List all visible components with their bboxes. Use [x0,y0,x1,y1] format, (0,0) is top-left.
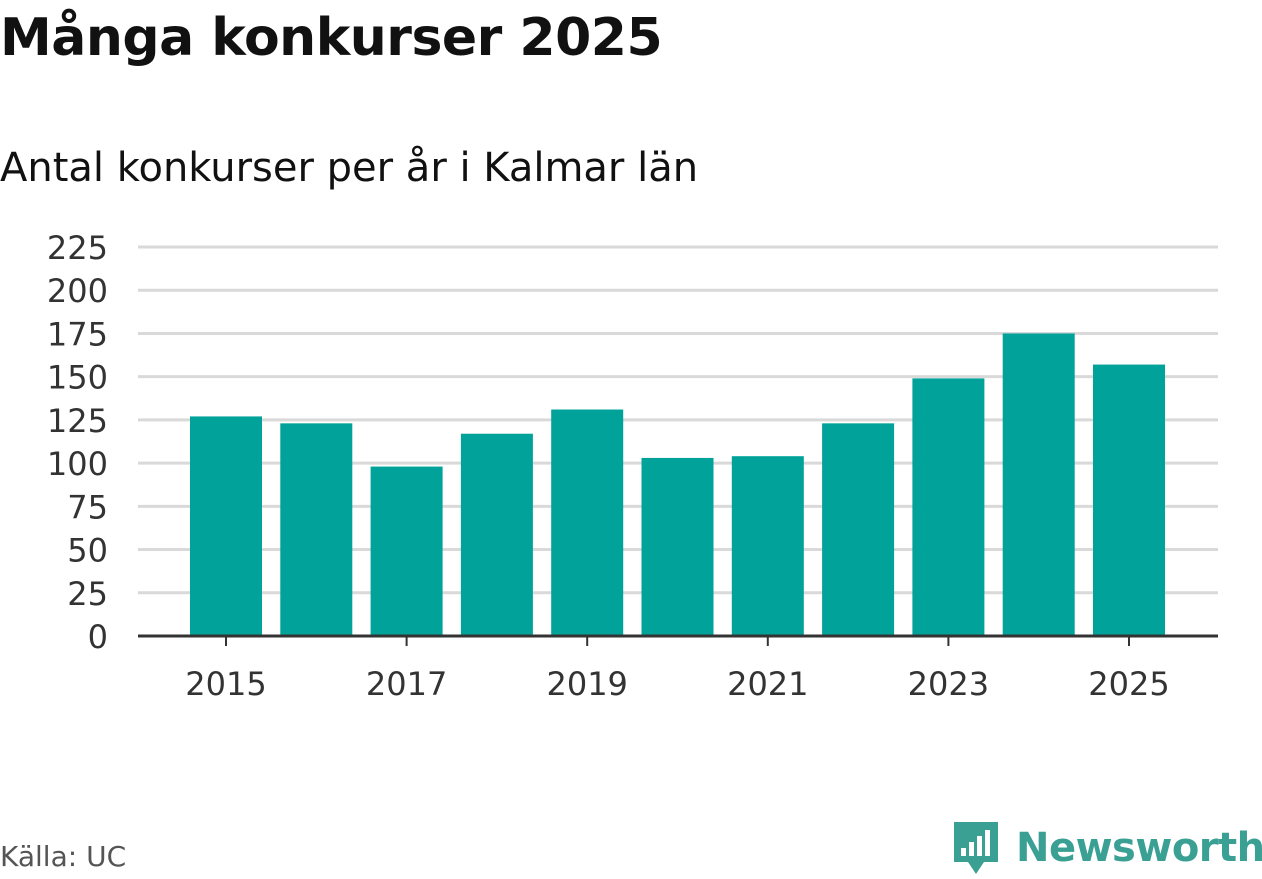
x-tick-label: 2019 [546,665,627,703]
y-tick-label: 225 [47,229,108,267]
bar-2020 [641,457,714,636]
y-tick-label: 125 [47,402,108,440]
y-tick-label: 25 [67,575,108,613]
y-axis-ticks: 0 25 50 75 100 125 150 175 200 225 [47,229,108,656]
bar-2018 [460,433,533,636]
chart-subtitle: Antal konkurser per år i Kalmar län [0,145,699,191]
newsworthy-logo-icon [954,822,998,874]
y-tick-label: 0 [88,618,108,656]
y-tick-label: 75 [67,488,108,526]
brand-name: Newsworthy [1016,825,1262,871]
bar-2022 [822,423,895,636]
bar-2024 [1002,333,1075,636]
source-note: Källa: UC [0,840,127,873]
x-tick-label: 2017 [366,665,447,703]
bars [190,333,1165,636]
x-tick-label: 2023 [908,665,989,703]
y-tick-label: 175 [47,315,108,353]
x-axis-ticks: 2015 2017 2019 2021 2023 2025 [185,636,1170,703]
bar-2016 [280,423,353,636]
y-tick-label: 100 [47,445,108,483]
bar-2019 [551,409,624,636]
bar-2025 [1093,364,1165,636]
x-tick-label: 2015 [185,665,266,703]
x-tick-label: 2021 [727,665,808,703]
bar-2017 [370,466,443,636]
y-tick-label: 200 [47,272,108,310]
y-tick-label: 50 [67,532,108,570]
bar-2015 [190,416,262,636]
chart-title: Många konkurser 2025 [0,8,663,68]
bar-2021 [731,456,804,636]
x-tick-label: 2025 [1088,665,1169,703]
bar-2023 [912,378,985,636]
y-tick-label: 150 [47,359,108,397]
brand-logo: Newsworthy [950,818,1262,878]
